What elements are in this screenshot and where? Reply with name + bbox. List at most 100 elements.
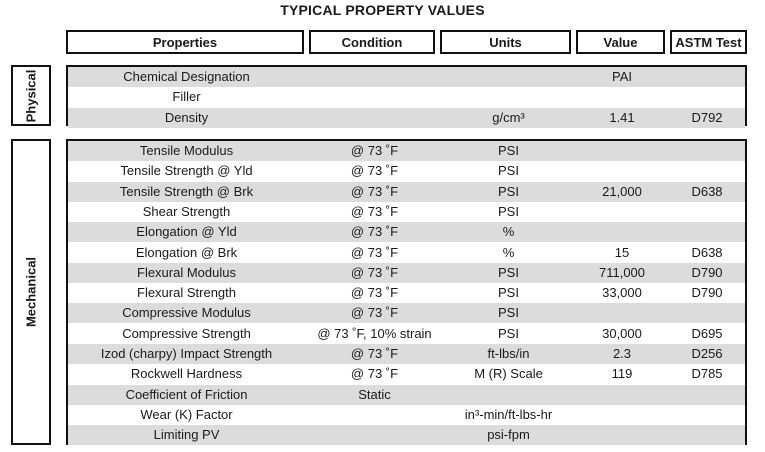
- table-row: Rockwell Hardness @ 73 ˚F M (R) Scale 119 D7…: [68, 364, 745, 384]
- value-cell: [577, 425, 667, 445]
- value-cell: 2.3: [612, 346, 632, 361]
- value-cell: [577, 87, 667, 107]
- property-cell: Chemical Designation: [123, 69, 250, 84]
- units-cell: [442, 87, 575, 107]
- property-cell: Flexural Modulus: [137, 264, 236, 280]
- astm-cell: D638: [691, 183, 723, 199]
- astm-cell: D256: [691, 346, 723, 361]
- astm-cell: D790: [691, 285, 723, 301]
- astm-cell: [669, 222, 745, 242]
- section-label-mechanical-text: Mechanical: [23, 256, 39, 328]
- table-row: Flexural Modulus @ 73 ˚F PSI 711,000 D790: [68, 262, 745, 283]
- property-cell: Tensile Modulus: [139, 143, 234, 158]
- table-row: Limiting PV psi-fpm: [68, 425, 745, 446]
- condition-cell: [309, 87, 440, 107]
- astm-cell: D785: [691, 366, 723, 382]
- property-cell: Wear (K) Factor: [140, 406, 233, 422]
- condition-cell: @ 73 ˚F: [350, 346, 399, 361]
- section-label-physical: Physical: [11, 65, 51, 126]
- property-cell: Tensile Strength @ Yld: [120, 163, 253, 179]
- table-row: Tensile Modulus @ 73 ˚F PSI: [68, 141, 745, 161]
- condition-cell: @ 73 ˚F: [350, 366, 399, 382]
- condition-cell: @ 73 ˚F: [350, 264, 399, 280]
- table-row: Izod (charpy) Impact Strength @ 73 ˚F ft-l…: [68, 344, 745, 364]
- value-cell: [577, 202, 667, 222]
- property-cell: Rockwell Hardness: [130, 366, 243, 382]
- property-cell: Compressive Strength: [122, 325, 251, 341]
- value-cell: [577, 405, 667, 425]
- property-cell: Coefficient of Friction: [125, 386, 248, 402]
- units-cell: PSI: [498, 183, 519, 199]
- value-cell: [577, 385, 667, 405]
- value-cell: 15: [614, 244, 630, 260]
- units-cell: %: [502, 224, 515, 240]
- table-row: Wear (K) Factor in³-min/ft-lbs-hr: [68, 405, 745, 425]
- units-cell: PSI: [498, 264, 519, 280]
- value-cell: 21,000: [602, 183, 642, 199]
- units-cell: ft-lbs/in: [487, 346, 530, 361]
- property-cell: Limiting PV: [153, 427, 220, 443]
- physical-table: Chemical Designation PAI Filler Density g/cm…: [66, 65, 747, 128]
- units-cell: [442, 385, 575, 405]
- condition-cell: @ 73 ˚F: [350, 203, 399, 219]
- condition-cell: @ 73 ˚F: [350, 163, 399, 179]
- property-cell: Tensile Strength @ Brk: [119, 183, 254, 199]
- table-row: Tensile Strength @ Yld @ 73 ˚F PSI: [68, 161, 745, 181]
- units-cell: %: [502, 244, 515, 260]
- value-cell: 30,000: [602, 325, 642, 341]
- condition-cell: [309, 67, 440, 87]
- units-cell: PSI: [498, 143, 519, 158]
- mechanical-table: Tensile Modulus @ 73 ˚F PSI Tensile Strengt…: [66, 139, 747, 446]
- condition-cell: @ 73 ˚F: [350, 305, 399, 321]
- page-title: TYPICAL PROPERTY VALUES: [280, 2, 485, 18]
- units-cell: PSI: [498, 203, 519, 219]
- table-row: Compressive Strength @ 73 ˚F, 10% strain P…: [68, 324, 745, 344]
- astm-cell: [669, 161, 745, 181]
- value-cell: [577, 161, 667, 181]
- table-row: Elongation @ Yld @ 73 ˚F%: [68, 222, 745, 243]
- astm-cell: [669, 303, 745, 323]
- table-row: Chemical Designation PAI: [68, 67, 745, 87]
- section-label-physical-text: Physical: [23, 69, 39, 122]
- property-cell: Compressive Modulus: [122, 305, 251, 321]
- condition-cell: @ 73 ˚F: [350, 143, 399, 158]
- condition-cell: [309, 425, 440, 445]
- condition-cell: Static: [358, 386, 391, 402]
- astm-cell: D792: [691, 109, 723, 125]
- section-label-mechanical: Mechanical: [11, 139, 51, 445]
- value-cell: 33,000: [602, 285, 642, 301]
- condition-cell: @ 73 ˚F: [350, 285, 399, 301]
- property-cell: Density: [164, 109, 209, 125]
- table-row: Density g/cm³ 1.41 D792: [68, 107, 745, 128]
- value-cell: PAI: [612, 69, 632, 84]
- value-cell: [577, 141, 667, 161]
- units-cell: psi-fpm: [487, 427, 530, 443]
- value-cell: [577, 222, 667, 242]
- condition-cell: @ 73 ˚F, 10% strain: [317, 325, 432, 341]
- astm-cell: D790: [691, 264, 723, 280]
- value-cell: [577, 303, 667, 323]
- table-row: Tensile Strength @ Brk @ 73 ˚F PSI 21,000 D6…: [68, 181, 745, 202]
- header-astm-test: ASTM Test: [670, 30, 747, 54]
- table-row: Shear Strength @ 73 ˚F PSI: [68, 202, 745, 222]
- property-cell: Elongation @ Brk: [135, 244, 238, 260]
- astm-cell: [669, 141, 745, 161]
- units-cell: PSI: [498, 325, 519, 341]
- astm-cell: [669, 67, 745, 87]
- units-cell: [442, 67, 575, 87]
- value-cell: 711,000: [598, 264, 646, 280]
- table-row: Flexural Strength @ 73 ˚F PSI 33,000 D790: [68, 283, 745, 303]
- property-cell: Izod (charpy) Impact Strength: [100, 346, 273, 361]
- condition-cell: [309, 108, 440, 128]
- condition-cell: @ 73 ˚F: [350, 244, 399, 260]
- table-row: Coefficient of Friction Static: [68, 384, 745, 405]
- astm-cell: [669, 425, 745, 445]
- header-properties: Properties: [66, 30, 304, 54]
- value-cell: 1.41: [609, 109, 635, 125]
- condition-cell: @ 73 ˚F: [350, 224, 399, 240]
- property-cell: Filler: [172, 89, 201, 105]
- table-row: Elongation @ Brk @ 73 ˚F% 15 D638: [68, 243, 745, 263]
- astm-cell: D638: [691, 244, 723, 260]
- astm-cell: [669, 87, 745, 107]
- astm-cell: [669, 385, 745, 405]
